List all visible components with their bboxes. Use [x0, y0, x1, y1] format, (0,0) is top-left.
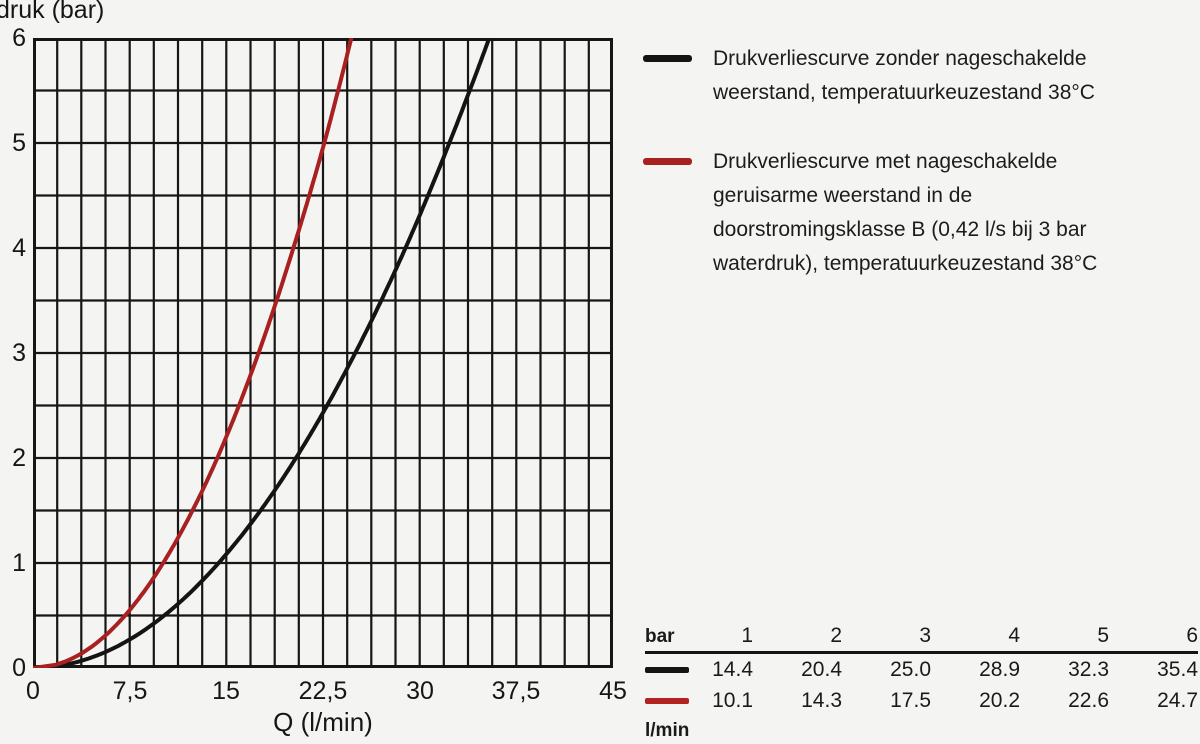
y-tick-label: 2 — [12, 444, 26, 472]
table-cell: 25.0 — [890, 657, 931, 681]
x-tick-label: 15 — [212, 677, 240, 705]
legend-item-label: Drukverliescurve met nageschakelde gerui… — [713, 150, 1098, 275]
y-tick-label: 0 — [12, 654, 26, 682]
table-cell: 28.9 — [979, 657, 1020, 681]
y-tick-label: 4 — [12, 234, 26, 262]
table-cell: 14.3 — [801, 688, 842, 712]
red-series-swatch-icon — [645, 697, 689, 704]
flow-rate-table: bar 1 2 3 4 5 6 14.4 20.4 25.0 28.9 32.3… — [645, 624, 1198, 742]
table-cell: 24.7 — [1157, 688, 1198, 712]
table-header-row: bar 1 2 3 4 5 6 — [645, 624, 1198, 654]
legend-item-red: Drukverliescurve met nageschakelde gerui… — [643, 145, 1097, 281]
table-row-black-series: 14.4 20.4 25.0 28.9 32.3 35.4 — [645, 654, 1198, 685]
black-series-curve — [33, 38, 492, 668]
table-cell: 10.1 — [712, 688, 753, 712]
table-header-pressure: 4 — [1008, 624, 1020, 647]
black-line-swatch-icon — [643, 55, 692, 62]
table-cell: 22.6 — [1068, 688, 1109, 712]
table-cell: 14.4 — [712, 657, 753, 681]
red-series-curve — [33, 38, 354, 668]
grid-lines — [33, 38, 613, 668]
table-cell: 20.4 — [801, 657, 842, 681]
y-axis-title: druk (bar) — [0, 0, 105, 24]
x-tick-label: 0 — [26, 677, 40, 705]
x-tick-label: 37,5 — [491, 677, 541, 705]
x-axis-title: Q (l/min) — [273, 707, 373, 737]
pressure-flow-plot — [33, 38, 613, 668]
table-header-pressure: 3 — [919, 624, 931, 647]
plot-border — [33, 38, 613, 668]
legend-item-black: Drukverliescurve zonder nageschakelde we… — [643, 42, 1097, 110]
x-tick-label: 22,5 — [298, 677, 348, 705]
x-tick-label: 45 — [599, 677, 627, 705]
y-tick-label: 6 — [12, 24, 26, 52]
legend-item-label: Drukverliescurve zonder nageschakelde we… — [713, 47, 1095, 104]
table-cell: 17.5 — [890, 688, 931, 712]
x-tick-label: 7,5 — [112, 677, 148, 705]
table-header-pressure: 6 — [1186, 624, 1198, 647]
table-header-pressure: 5 — [1097, 624, 1109, 647]
red-line-swatch-icon — [643, 158, 692, 165]
y-tick-label: 5 — [12, 129, 26, 157]
table-cell: 32.3 — [1068, 657, 1109, 681]
table-header-unit: bar — [645, 626, 675, 647]
table-footer-unit: l/min — [645, 720, 690, 741]
table-row-red-series: 10.1 14.3 17.5 20.2 22.6 24.7 — [645, 685, 1198, 716]
y-tick-label: 3 — [12, 339, 26, 367]
x-tick-label: 30 — [406, 677, 434, 705]
table-header-pressure: 2 — [830, 624, 842, 647]
table-header-pressure: 1 — [741, 624, 753, 647]
table-cell: 35.4 — [1157, 657, 1198, 681]
chart-legend: Drukverliescurve zonder nageschakelde we… — [643, 42, 1097, 316]
table-cell: 20.2 — [979, 688, 1020, 712]
black-series-swatch-icon — [645, 666, 689, 673]
y-tick-label: 1 — [12, 549, 26, 577]
